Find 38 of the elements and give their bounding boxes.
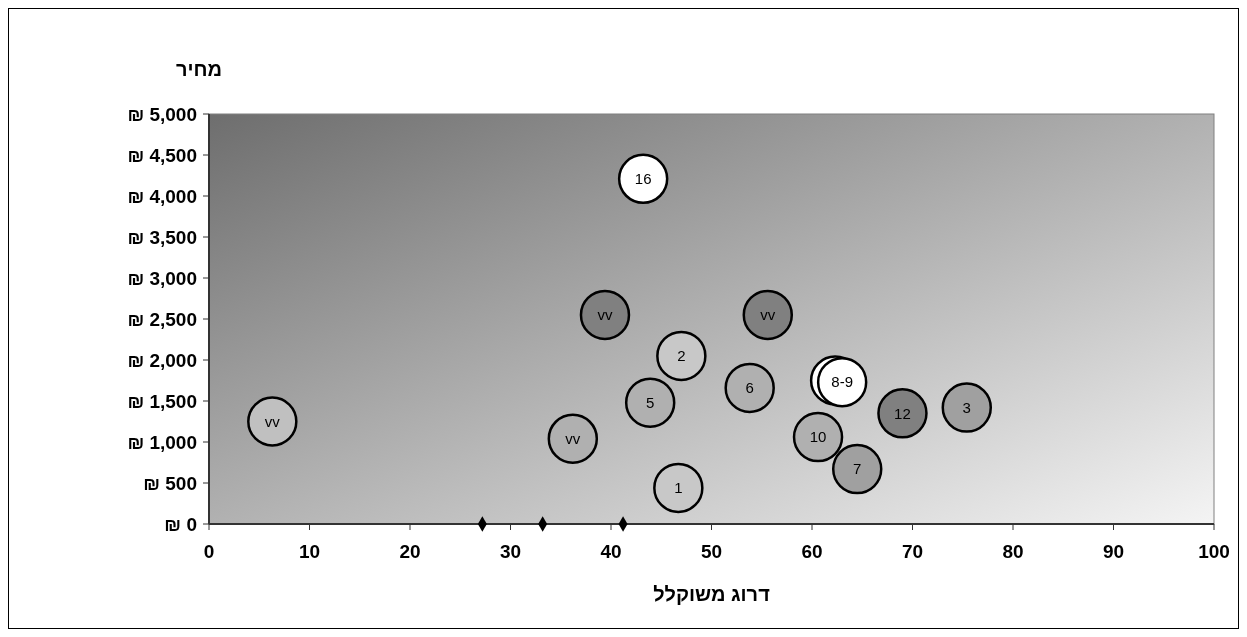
y-tick-label: ₪ 500 bbox=[143, 472, 197, 494]
y-tick-label: ₪ 5,000 bbox=[127, 103, 197, 125]
y-tick-label: ₪ 0 bbox=[164, 513, 197, 535]
annotation: 1 bbox=[674, 479, 683, 497]
annotation: 12 bbox=[894, 404, 911, 422]
x-axis-title: דרוג משוקלל bbox=[653, 583, 771, 605]
annotation: 2 bbox=[677, 347, 686, 365]
annotation: 3 bbox=[962, 398, 971, 416]
annotation: 16 bbox=[634, 170, 652, 188]
annotation: 6 bbox=[745, 379, 754, 397]
x-tick-label: 80 bbox=[1002, 541, 1024, 562]
y-tick-label: ₪ 4,500 bbox=[127, 144, 197, 166]
y-tick-label: ₪ 1,000 bbox=[127, 431, 197, 453]
y-tick-label: ₪ 1,500 bbox=[127, 390, 197, 412]
x-tick-label: 100 bbox=[1198, 541, 1230, 562]
y-tick-label: ₪ 2,500 bbox=[127, 308, 197, 330]
y-tick-label: ₪ 2,000 bbox=[127, 349, 197, 371]
x-tick-label: 40 bbox=[600, 541, 622, 562]
x-tick-label: 60 bbox=[801, 541, 823, 562]
annotation: vv bbox=[760, 306, 776, 324]
annotation: vv bbox=[597, 306, 613, 324]
annotation: 10 bbox=[809, 428, 827, 446]
annotation: 5 bbox=[646, 393, 655, 411]
annotation: vv bbox=[565, 429, 581, 447]
x-tick-label: 90 bbox=[1102, 541, 1125, 562]
x-tick-label: 70 bbox=[901, 541, 924, 562]
annotation: vv bbox=[264, 412, 281, 430]
x-tick-label: 30 bbox=[499, 541, 522, 562]
annotation: 8-9 bbox=[831, 373, 853, 391]
y-tick-label: ₪ 3,000 bbox=[127, 267, 197, 289]
x-tick-label: 10 bbox=[298, 541, 321, 562]
x-tick-label: 50 bbox=[700, 541, 723, 562]
annotation: 7 bbox=[853, 460, 862, 478]
y-axis-title: מחיר bbox=[176, 58, 223, 80]
y-tick-label: ₪ 3,500 bbox=[127, 226, 197, 248]
x-tick-label: 0 bbox=[203, 541, 215, 562]
x-tick-label: 20 bbox=[399, 541, 421, 562]
y-tick-label: ₪ 4,000 bbox=[127, 185, 197, 207]
